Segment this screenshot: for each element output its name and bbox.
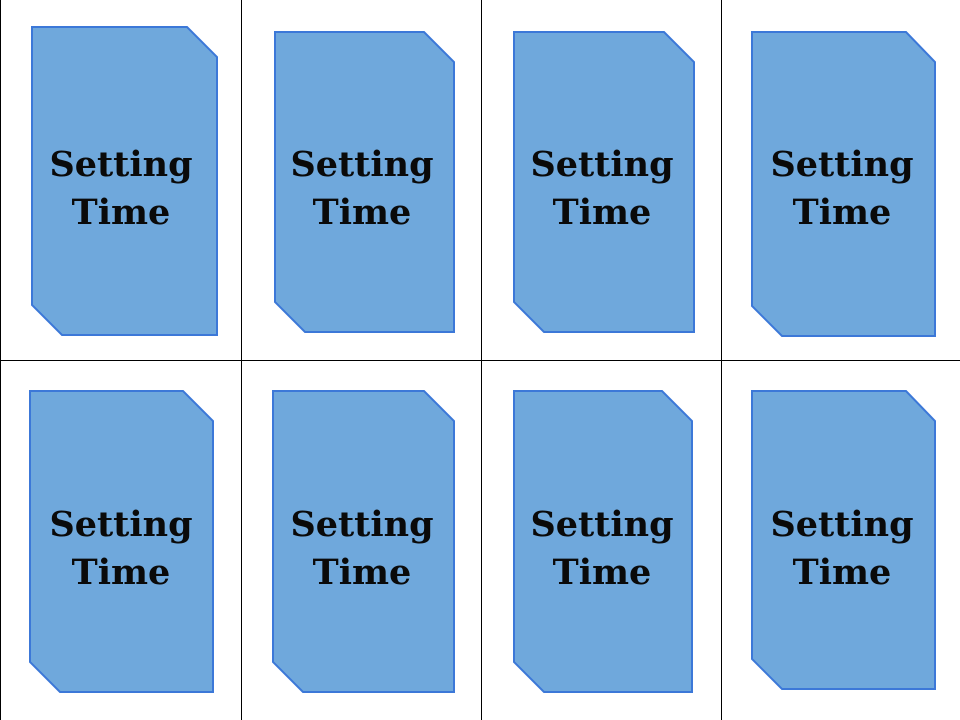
card-cell-5: Setting Time — [1, 360, 241, 720]
card-cell-8: Setting Time — [722, 360, 960, 720]
card-label-line1: Setting — [49, 144, 193, 185]
card-shape — [513, 31, 695, 333]
card-shape — [29, 390, 214, 693]
card-label-line1: Setting — [290, 504, 434, 545]
card-label-line2: Time — [792, 192, 892, 233]
card-cell-1: Setting Time — [1, 0, 241, 360]
card-label: Setting Time — [482, 141, 722, 237]
card-label-line2: Time — [312, 192, 412, 233]
card-label-line2: Time — [71, 192, 171, 233]
grid-line-horizontal — [0, 360, 960, 361]
card-label-line1: Setting — [770, 144, 914, 185]
card-cell-7: Setting Time — [482, 360, 722, 720]
card-label: Setting Time — [1, 501, 241, 597]
card-label-line2: Time — [552, 552, 652, 593]
card-shape — [751, 31, 936, 337]
card-label: Setting Time — [242, 501, 482, 597]
card-label: Setting Time — [482, 501, 722, 597]
card-label-line1: Setting — [290, 144, 434, 185]
card-cell-3: Setting Time — [482, 0, 722, 360]
card-cell-6: Setting Time — [242, 360, 482, 720]
card-shape — [751, 390, 936, 690]
card-label-line1: Setting — [49, 504, 193, 545]
card-cell-2: Setting Time — [242, 0, 482, 360]
card-label-line1: Setting — [530, 144, 674, 185]
card-label-line2: Time — [312, 552, 412, 593]
card-shape — [31, 26, 218, 336]
card-label-line2: Time — [71, 552, 171, 593]
card-label: Setting Time — [722, 501, 960, 597]
card-label-line1: Setting — [530, 504, 674, 545]
card-label: Setting Time — [722, 141, 960, 237]
card-label-line1: Setting — [770, 504, 914, 545]
card-label-line2: Time — [792, 552, 892, 593]
card-shape — [274, 31, 455, 333]
card-shape — [272, 390, 455, 693]
card-label: Setting Time — [1, 141, 241, 237]
card-shape — [513, 390, 693, 693]
card-label: Setting Time — [242, 141, 482, 237]
card-cell-4: Setting Time — [722, 0, 960, 360]
card-label-line2: Time — [552, 192, 652, 233]
